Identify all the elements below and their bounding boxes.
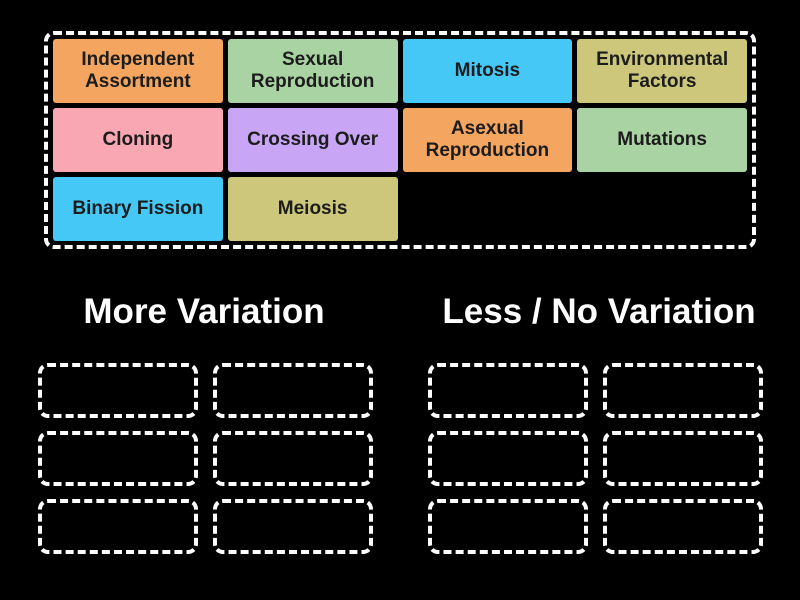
tile-label: Crossing Over — [247, 128, 379, 150]
empty-slot-more-variation-1[interactable] — [38, 363, 198, 418]
slot-grid-less-no-variation — [428, 363, 763, 554]
empty-slot-less-no-variation-6[interactable] — [603, 499, 763, 554]
tile-label: Binary Fission — [72, 197, 204, 219]
tile-label: Mitosis — [454, 59, 521, 81]
empty-slot-more-variation-4[interactable] — [213, 431, 373, 486]
group-title-more-variation: More Variation — [83, 292, 325, 331]
empty-slot-less-no-variation-5[interactable] — [428, 499, 588, 554]
tile-label: Mutations — [617, 128, 707, 150]
empty-slot-more-variation-2[interactable] — [213, 363, 373, 418]
empty-slot-less-no-variation-2[interactable] — [603, 363, 763, 418]
tile-label: Meiosis — [277, 197, 348, 219]
tile-sexual-reproduction[interactable]: Sexual Reproduction — [227, 39, 398, 103]
tile-label: Cloning — [102, 128, 174, 150]
empty-slot-less-no-variation-1[interactable] — [428, 363, 588, 418]
tile-label: Environmental Factors — [596, 48, 729, 92]
tile-binary-fission[interactable]: Binary Fission — [53, 177, 223, 241]
tile-mitosis[interactable]: Mitosis — [402, 39, 573, 103]
tile-label: Independent Assortment — [81, 48, 195, 92]
tile-crossing-over[interactable]: Crossing Over — [227, 108, 398, 172]
tile-cloning[interactable]: Cloning — [53, 108, 223, 172]
empty-slot-more-variation-5[interactable] — [38, 499, 198, 554]
tile-label: Asexual Reproduction — [425, 117, 550, 161]
empty-slot-less-no-variation-3[interactable] — [428, 431, 588, 486]
tile-mutations[interactable]: Mutations — [577, 108, 747, 172]
tile-asexual-reproduction[interactable]: Asexual Reproduction — [402, 108, 573, 172]
empty-slot-less-no-variation-4[interactable] — [603, 431, 763, 486]
empty-slot-more-variation-6[interactable] — [213, 499, 373, 554]
group-title-less-no-variation: Less / No Variation — [442, 292, 756, 331]
empty-slot-more-variation-3[interactable] — [38, 431, 198, 486]
tile-environmental-factors[interactable]: Environmental Factors — [577, 39, 747, 103]
slot-grid-more-variation — [38, 363, 373, 554]
tile-meiosis[interactable]: Meiosis — [227, 177, 398, 241]
tile-independent-assortment[interactable]: Independent Assortment — [53, 39, 223, 103]
tile-pool: Independent Assortment Sexual Reproductio… — [44, 31, 756, 249]
tile-label: Sexual Reproduction — [250, 48, 375, 92]
